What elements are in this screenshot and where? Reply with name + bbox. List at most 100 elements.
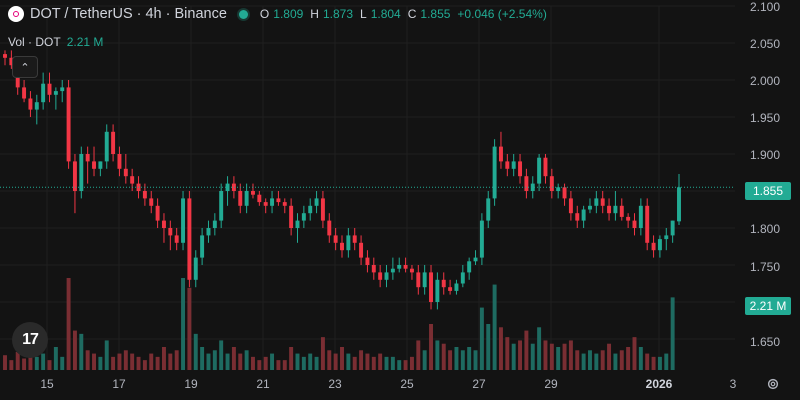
candle-body — [479, 220, 484, 258]
candle-body — [181, 198, 186, 243]
candle-body — [359, 242, 364, 258]
candle-body — [422, 272, 427, 288]
volume-value: 2.21 M — [66, 35, 104, 49]
candle-body — [556, 187, 561, 191]
volume-bar — [549, 343, 554, 370]
volume-bar — [174, 350, 179, 370]
candle-body — [371, 265, 376, 273]
candle-body — [34, 102, 39, 110]
candle-body — [270, 198, 275, 206]
volume-bar — [518, 340, 523, 370]
volume-bar — [492, 284, 497, 370]
volume-legend: Vol · DOT 2.21 M — [8, 35, 103, 49]
volume-bar — [244, 350, 249, 370]
candle-body — [530, 183, 535, 191]
candle-body — [638, 205, 643, 228]
volume-bar — [168, 353, 173, 370]
candle-body — [98, 161, 103, 169]
candle-body — [314, 198, 319, 206]
volume-bar — [498, 327, 503, 370]
volume-bar — [308, 353, 313, 370]
volume-bar — [537, 327, 542, 370]
candle-body — [473, 257, 478, 262]
volume-bar — [352, 356, 357, 370]
volume-bar — [359, 350, 364, 370]
ohlc-values: O 1.809 H 1.873 L 1.804 C 1.855 +0.046 (… — [260, 7, 547, 21]
candle-body — [657, 239, 662, 251]
volume-bar — [600, 350, 605, 370]
candle-body — [340, 242, 344, 251]
volume-bar — [626, 347, 631, 370]
candle-body — [308, 205, 313, 214]
volume-bar — [276, 360, 281, 370]
candle-body — [403, 265, 408, 269]
candle-body — [85, 154, 90, 162]
candle-body — [492, 146, 497, 199]
collapse-legend-button[interactable]: ⌃ — [12, 56, 38, 78]
volume-bar — [206, 353, 211, 370]
candle-body — [670, 220, 675, 236]
volume-bar — [28, 350, 33, 370]
time-tick: 15 — [40, 377, 54, 391]
candle-body — [79, 154, 84, 191]
candle-body — [142, 191, 147, 199]
open-label: O — [259, 7, 270, 21]
volume-bar — [66, 278, 71, 370]
candle-body — [193, 257, 198, 280]
candle-body — [549, 176, 554, 191]
price-tick: 2.050 — [749, 37, 780, 51]
price-tick: 2.100 — [749, 0, 780, 14]
candle-body — [155, 205, 160, 221]
symbol-title[interactable]: DOT / TetherUS · 4h · Binance — [30, 6, 227, 22]
candle-body — [537, 157, 542, 184]
volume-bar — [289, 347, 294, 370]
candle-body — [200, 235, 205, 258]
candle-body — [677, 187, 681, 222]
volume-bar — [460, 350, 465, 370]
candle-body — [486, 198, 491, 221]
volume-bar — [72, 330, 77, 370]
tradingview-logo[interactable]: 17 — [12, 322, 48, 358]
candle-body — [9, 57, 14, 66]
candle-body — [244, 191, 249, 206]
volume-bar — [454, 347, 459, 370]
volume-bar — [85, 350, 90, 370]
close-label: C — [407, 7, 417, 21]
candle-body — [613, 205, 618, 214]
candle-body — [174, 235, 179, 243]
volume-bar — [41, 353, 46, 370]
candle-body — [352, 235, 357, 243]
candle-body — [518, 161, 523, 177]
candle-body — [562, 187, 567, 199]
polkadot-icon[interactable] — [8, 6, 24, 22]
volume-bar — [123, 350, 128, 370]
candle-body — [92, 161, 96, 169]
candle-body — [295, 220, 300, 228]
candle-body — [66, 87, 71, 162]
volume-bar — [79, 333, 84, 370]
volume-bar — [251, 356, 255, 370]
volume-bar — [568, 340, 573, 370]
volume-bar — [161, 347, 166, 370]
candle-body — [651, 242, 656, 251]
volume-bar — [117, 353, 122, 370]
volume-bar — [556, 347, 561, 370]
time-tick: 3 — [729, 377, 737, 391]
volume-bar — [390, 356, 395, 370]
candle-body — [435, 279, 440, 302]
volume-bar — [435, 340, 440, 370]
market-open-icon — [238, 9, 248, 19]
volume-bar — [15, 351, 20, 370]
time-tick: 2026 — [645, 377, 673, 391]
candle-body — [206, 228, 211, 236]
time-tick: 19 — [184, 377, 198, 391]
candle-body — [301, 213, 306, 221]
gear-icon[interactable] — [766, 377, 780, 391]
volume-label[interactable]: Vol · DOT — [8, 35, 61, 49]
candle-body — [664, 235, 669, 240]
close-value: 1.855 — [420, 7, 451, 21]
candle-body — [397, 265, 402, 269]
volume-bar — [333, 353, 338, 370]
candle-body — [72, 161, 77, 191]
